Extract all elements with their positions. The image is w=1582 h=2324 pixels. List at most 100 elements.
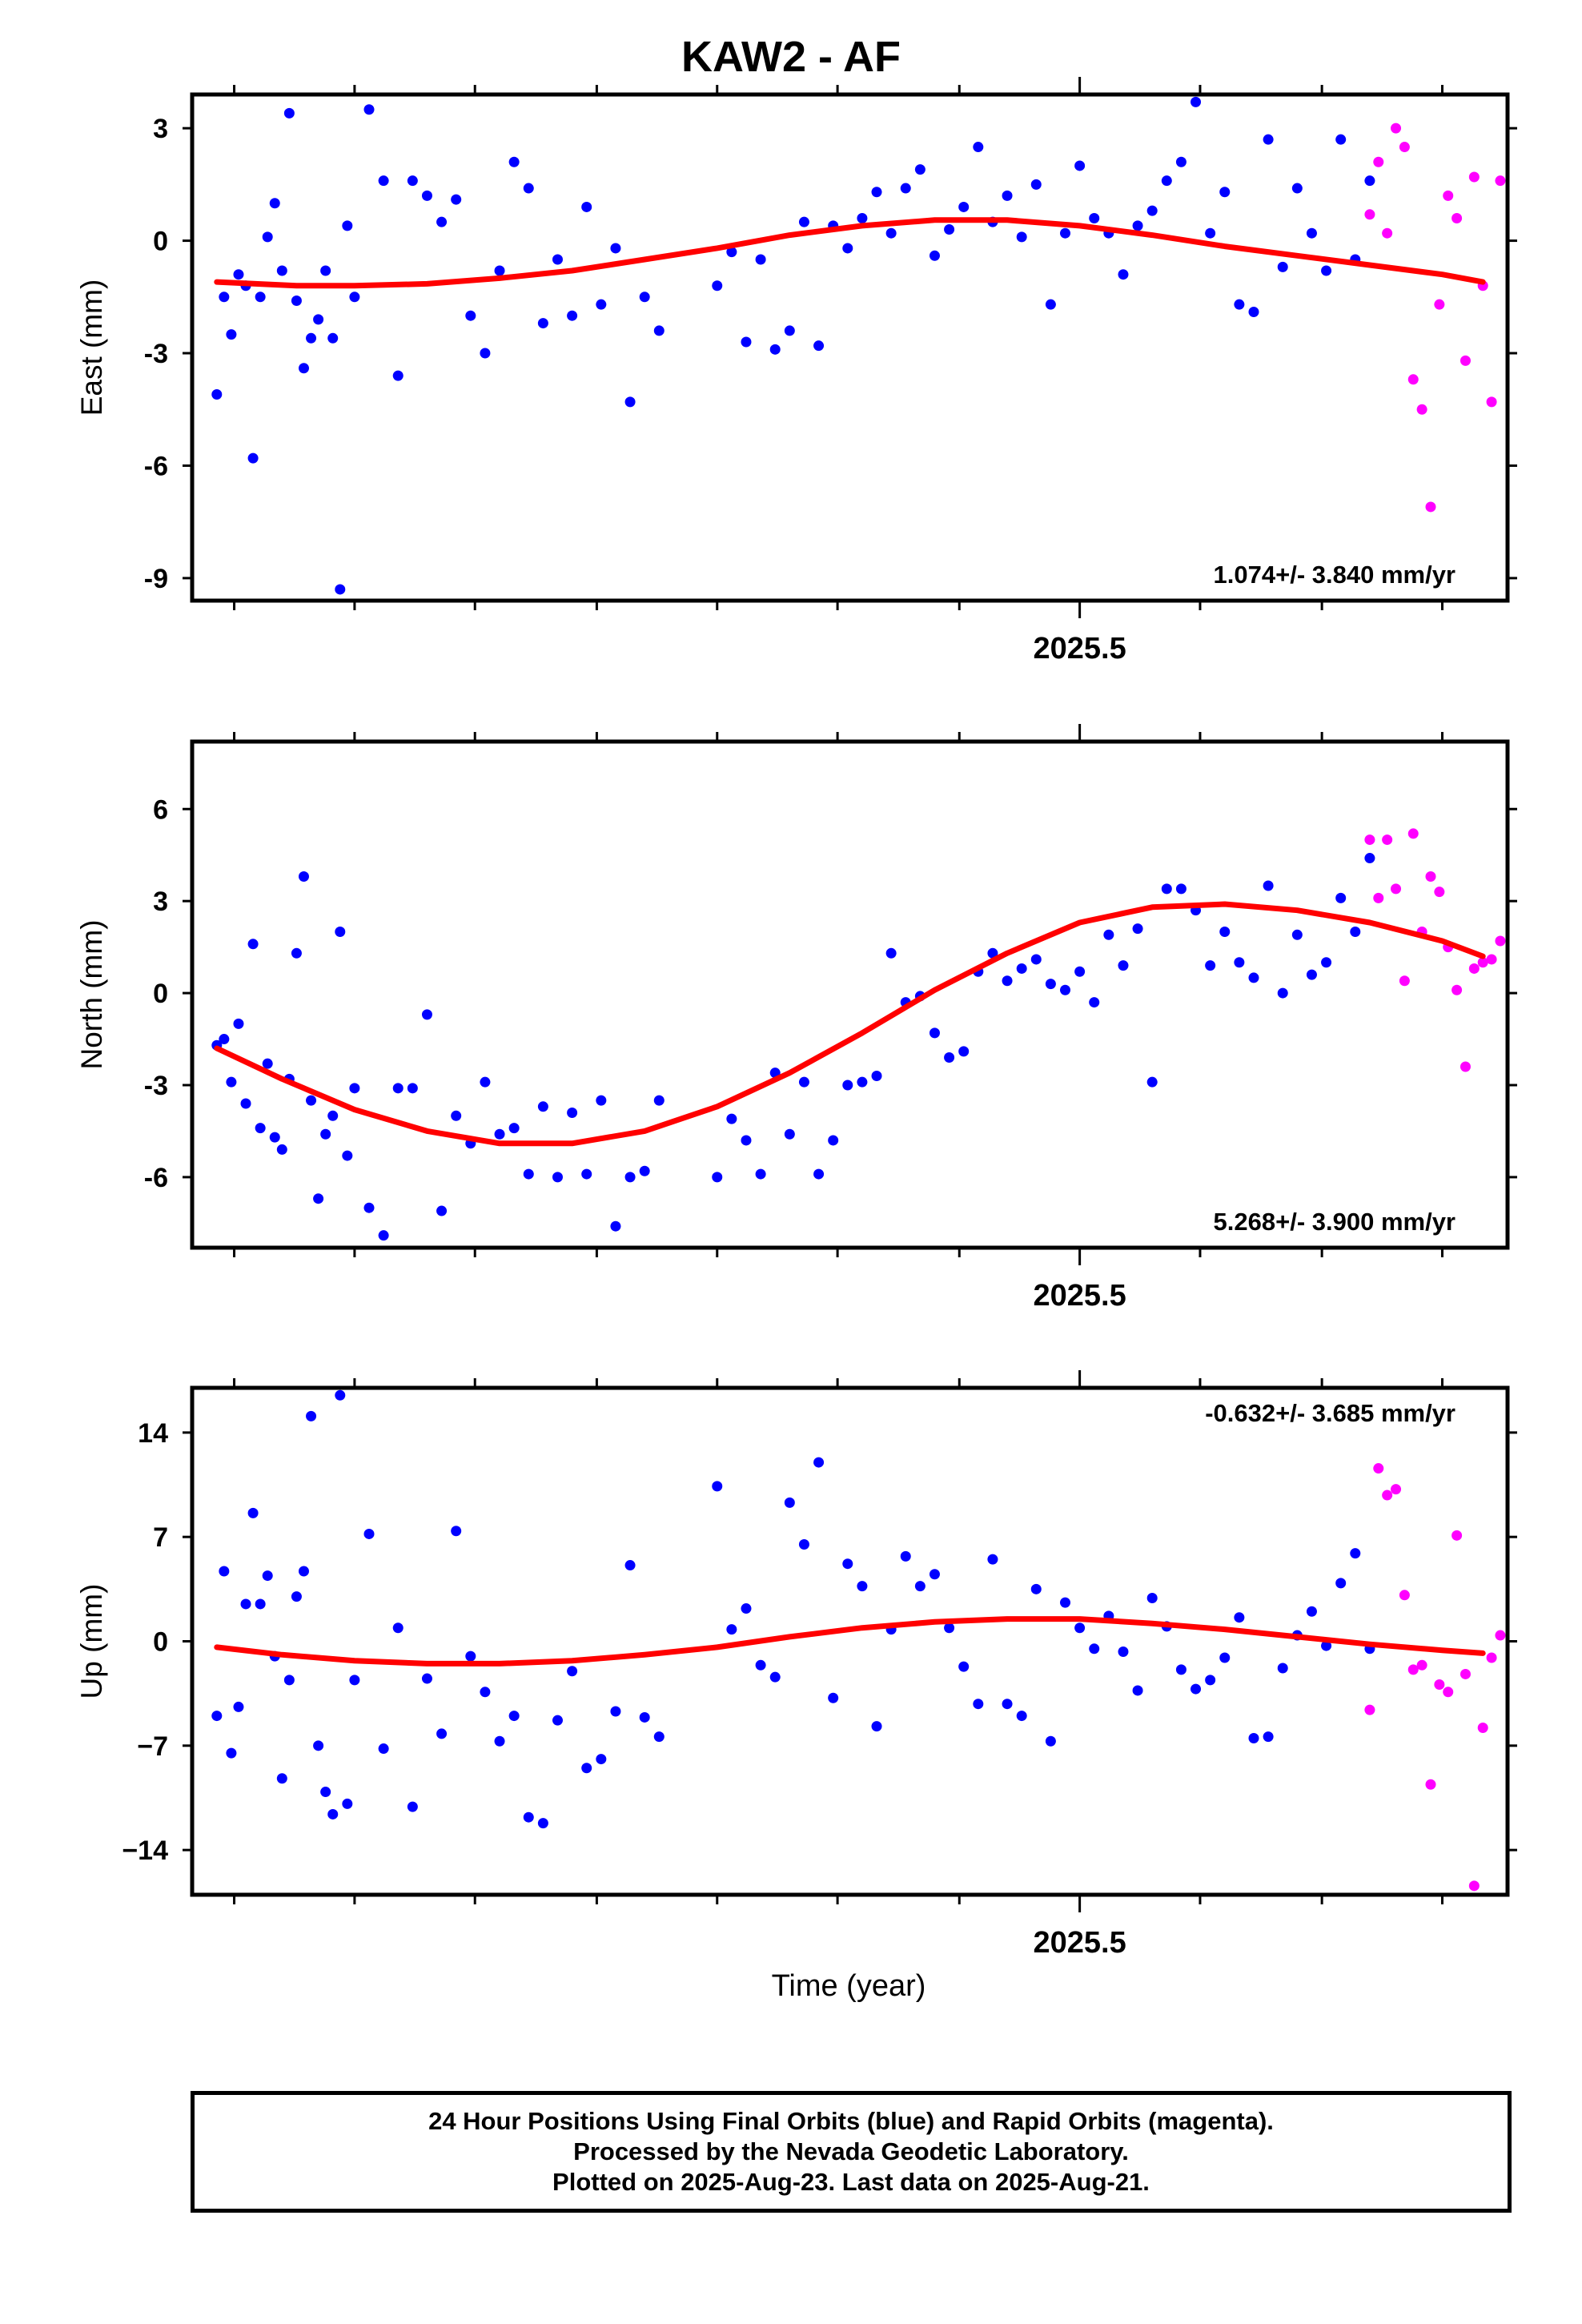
north-frame: [190, 739, 1510, 1250]
north-final-point: [255, 1123, 266, 1134]
north-final-point: [1234, 957, 1245, 968]
up-rapid-point: [1416, 1659, 1427, 1671]
east-final-point: [769, 344, 781, 355]
up-final-point: [363, 1528, 375, 1539]
up-final-point: [1234, 1612, 1245, 1623]
up-final-point: [1089, 1643, 1100, 1655]
north-rapid-point: [1468, 963, 1480, 974]
north-final-point: [378, 1230, 389, 1241]
east-final-point: [1277, 261, 1288, 272]
north-final-point: [1146, 1076, 1158, 1088]
north-final-point: [1306, 969, 1317, 980]
up-rate-label: -0.632+/- 3.685 mm/yr: [1205, 1399, 1456, 1427]
north-final-point: [552, 1172, 563, 1183]
east-rapid-point: [1425, 501, 1436, 513]
up-rapid-point: [1391, 1484, 1402, 1495]
north-final-point: [1030, 954, 1042, 965]
east-final-point: [958, 201, 970, 212]
up-final-point: [639, 1711, 650, 1723]
east-rapid-point: [1468, 171, 1480, 183]
east-final-point: [712, 280, 723, 292]
north-final-point: [392, 1083, 404, 1094]
up-final-point: [726, 1624, 737, 1635]
up-final-point: [1306, 1606, 1317, 1617]
north-final-point: [755, 1168, 766, 1180]
north-rapid-point: [1382, 834, 1393, 846]
east-final-point: [1016, 231, 1027, 243]
up-rapid-point: [1373, 1463, 1384, 1474]
east-final-point: [871, 187, 882, 198]
up-rapid-point: [1495, 1630, 1506, 1641]
up-final-point: [653, 1731, 665, 1743]
up-rapid-point: [1407, 1664, 1419, 1675]
north-final-point: [1002, 975, 1013, 987]
east-final-point: [233, 269, 244, 280]
east-final-point: [1002, 190, 1013, 201]
north-rapid-point: [1373, 892, 1384, 903]
east-ytick-label: -6: [144, 451, 168, 481]
east-final-point: [929, 250, 940, 261]
north-final-point: [1132, 923, 1143, 935]
east-final-point: [327, 332, 339, 344]
up-final-point: [610, 1706, 621, 1717]
north-ytick-label: 6: [153, 794, 168, 825]
north-final-point: [1364, 853, 1375, 864]
up-final-point: [1175, 1664, 1186, 1675]
east-final-point: [1030, 179, 1042, 190]
up-final-point: [537, 1818, 548, 1829]
east-final-point: [247, 452, 259, 464]
east-final-point: [813, 340, 825, 352]
east-xtick-label: 2025.5: [1034, 632, 1126, 665]
up-final-point: [421, 1673, 432, 1684]
east-final-point: [1291, 183, 1303, 194]
east-final-point: [755, 254, 766, 265]
north-final-point: [537, 1101, 548, 1112]
up-rapid-point: [1486, 1652, 1497, 1663]
up-ytick-label: 7: [153, 1522, 168, 1553]
up-final-point: [842, 1558, 853, 1570]
north-rapid-point: [1364, 834, 1375, 846]
east-ytick-label: -3: [144, 339, 168, 369]
up-rapid-point: [1425, 1779, 1436, 1790]
east-final-point: [1060, 227, 1071, 239]
north-final-point: [639, 1165, 650, 1176]
north-final-point: [320, 1128, 331, 1140]
north-ytick-label: 3: [153, 887, 168, 917]
up-final-point: [973, 1699, 984, 1710]
up-final-point: [233, 1701, 244, 1712]
north-final-point: [313, 1193, 324, 1204]
up-final-point: [958, 1661, 970, 1672]
north-final-point: [269, 1132, 280, 1143]
north-final-point: [944, 1052, 955, 1063]
north-final-point: [1219, 926, 1231, 937]
east-final-point: [313, 314, 324, 325]
north-final-point: [885, 947, 897, 959]
up-final-point: [1030, 1583, 1042, 1594]
north-rate-label: 5.268+/- 3.900 mm/yr: [1214, 1208, 1456, 1236]
up-final-point: [378, 1743, 389, 1755]
up-final-point: [1118, 1647, 1129, 1658]
up-rapid-point: [1477, 1722, 1488, 1733]
east-final-point: [306, 332, 317, 344]
up-rapid-point: [1468, 1880, 1480, 1892]
north-final-point: [1291, 929, 1303, 940]
up-final-point: [226, 1747, 237, 1759]
east-ytick-label: 3: [153, 114, 168, 144]
up-rapid-point: [1399, 1590, 1410, 1601]
up-final-point: [784, 1497, 795, 1508]
up-final-point: [769, 1671, 781, 1683]
east-final-point: [596, 299, 607, 310]
up-final-point: [211, 1711, 223, 1722]
up-final-point: [465, 1651, 476, 1662]
north-final-point: [451, 1110, 462, 1121]
north-panel: 6 3 0 -3 -6 2025.5 North (mm) 5.268+/- 3.900 mm…: [75, 724, 1517, 1313]
north-final-point: [291, 947, 302, 959]
east-final-point: [944, 224, 955, 235]
north-final-point: [1074, 966, 1086, 977]
north-final-point: [1321, 957, 1332, 968]
east-rapid-point: [1443, 190, 1454, 201]
east-final-point: [349, 292, 360, 303]
east-final-point: [226, 329, 237, 340]
north-final-point: [653, 1095, 665, 1106]
north-final-point: [436, 1205, 448, 1216]
